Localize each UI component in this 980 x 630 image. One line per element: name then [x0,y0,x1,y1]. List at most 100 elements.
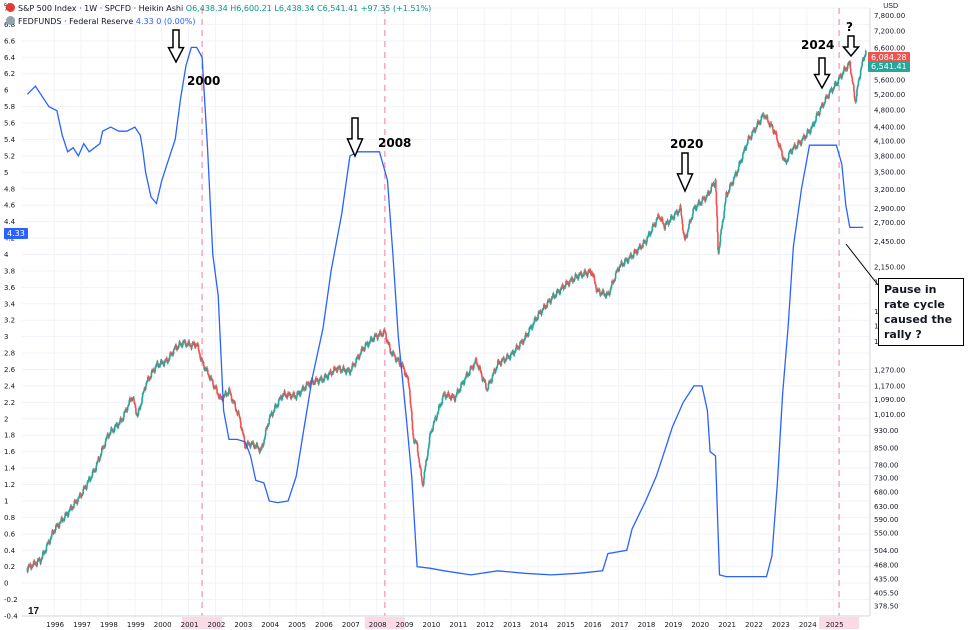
spx-candle-body [746,143,749,145]
spx-candle-body [319,378,322,380]
spx-candle-body [715,191,718,205]
spx-candle-body [149,377,151,380]
spx-candle-body [200,358,202,361]
spx-candle-body [736,170,739,173]
spx-candle-body [50,537,52,539]
spx-candle-body [668,221,671,224]
spx-candle-body [357,355,360,359]
spx-candle-body [833,82,836,87]
spx-candle-body [595,288,598,293]
spx-candle-body [318,379,321,382]
right-tick-label: 930.00 [874,427,899,435]
spx-candle-body [772,129,775,134]
spx-candle-body [732,184,734,185]
spx-candle-body [701,200,703,205]
spx-candle-body [722,220,724,221]
spx-candle-body [213,387,215,389]
spx-candle-body [196,344,198,346]
spx-candle-body [785,161,788,164]
spx-candle-body [194,346,197,348]
spx-candle-body [300,390,303,392]
spx-candle-body [816,114,819,115]
spx-candle-body [418,462,421,467]
label-question: ? [846,20,853,34]
spx-candle-body [459,387,462,392]
spx-candle-body [123,412,125,418]
spx-candle-body [832,88,835,90]
spx-candle-body [703,197,706,199]
spx-candle-body [135,408,137,414]
spx-candle-body [673,218,675,220]
ff-legend-row[interactable]: FEDFUNDS · Federal Reserve 4.33 0 (0.00%… [6,16,196,26]
spx-candle-body [588,271,591,272]
spx-candle-body [474,358,477,363]
spx-candle-body [263,439,265,444]
spx-candle-body [169,352,171,358]
spx-candle-body [126,410,128,412]
spx-candle-body [382,330,385,336]
spx-candle-body [664,225,667,230]
spx-candle-body [461,381,464,384]
right-tick-label: 780.00 [874,462,899,470]
spx-candle-body [518,346,521,350]
spx-candle-body [823,103,826,105]
spx-candle-body [251,443,254,445]
spx-candle-body [460,383,462,388]
spx-candle-body [728,189,731,193]
spx-candle-body [191,342,194,347]
spx-candle-body [811,126,813,128]
spx-candle-body [511,351,514,354]
spx-candle-body [580,272,583,277]
spx-candle-body [830,87,833,90]
spx-candle-body [771,125,774,130]
callout-box: Pause in rate cycle caused the rally ? [878,278,964,346]
spx-candle-body [219,395,222,399]
spx-candle-body [662,223,665,225]
spx-candle-body [556,289,559,292]
spx-candle-body [420,469,423,476]
spx-candle-body [810,127,812,132]
spx-candle-body [427,447,430,451]
spx-candle-body [606,292,609,295]
spx-candle-body [505,357,508,361]
left-tick-label: -0.4 [4,613,18,621]
spx-candle-body [837,84,839,86]
spx-candle-body [842,70,845,74]
spx-candle-body [773,131,776,133]
spx-candle-body [336,371,338,373]
spx-candle-body [323,375,326,380]
spx-candle-body [104,446,106,448]
spx-candle-body [684,236,687,240]
spx-candle-body [464,377,466,380]
spx-candle-body [156,361,159,364]
spx-candle-body [110,427,113,429]
spx-candle-body [241,428,244,432]
left-tick-label: 6 [4,87,9,95]
spx-candle-body [671,217,674,219]
spx-candle-body [381,334,384,336]
spx-symbol: S&P 500 Index · 1W · SPCFD · Heikin Ashi [18,4,184,13]
spx-candle-body [456,391,458,396]
spx-candle-body [256,443,259,447]
spx-candle-body [466,372,469,376]
x-tick-label: 2013 [503,621,521,629]
spx-candle-body [609,291,611,296]
spx-candle-body [198,352,201,354]
spx-candle-body [116,423,119,427]
spx-candle-body [58,523,61,528]
label-2008: 2008 [378,136,412,150]
spx-legend-row[interactable]: S&P 500 Index · 1W · SPCFD · Heikin Ashi… [6,3,431,13]
spx-candle-body [182,341,184,346]
spx-candle-body [49,540,51,544]
spx-candle-body [214,387,217,389]
spx-candle-body [470,366,472,368]
spx-candle-body [770,124,773,126]
right-tick-label: 378.50 [874,603,899,611]
spx-candle-body [492,372,495,375]
spx-candle-body [45,545,48,551]
label-2000: 2000 [187,74,221,88]
spx-candle-body [500,364,502,366]
spx-candle-body [412,435,415,439]
spx-candle-body [51,530,54,532]
spx-candle-body [36,559,39,562]
